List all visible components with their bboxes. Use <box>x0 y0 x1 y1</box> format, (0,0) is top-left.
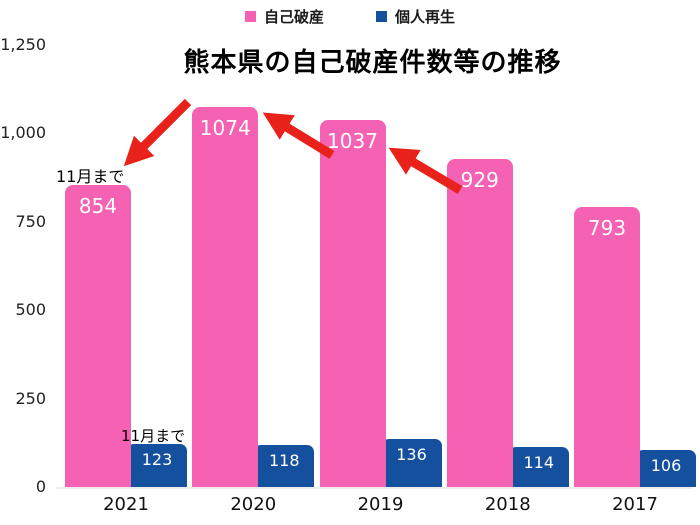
legend-swatch-0 <box>244 11 256 22</box>
x-axis-label-2021: 2021 <box>103 494 149 515</box>
legend-label-jikohasan: 自己破産 <box>263 8 324 26</box>
bar-value-label-jikohasan-2018: 929 <box>460 168 499 192</box>
y-axis-label-500: 500 <box>15 300 46 320</box>
red-arrow-icon-1 <box>123 98 192 167</box>
bar-value-label-jikohasan-2021: 854 <box>78 194 118 218</box>
bar-value-label-kojinsaisei-2020: 118 <box>268 451 300 470</box>
bar-kojinsaisei-2017 <box>636 450 696 487</box>
bar-value-label-kojinsaisei-2021: 123 <box>141 450 173 469</box>
annotation-kojinsaisei-2021: 11月まで <box>121 427 186 445</box>
x-axis-label-2019: 2019 <box>357 494 404 515</box>
bar-value-label-jikohasan-2020: 1074 <box>199 116 251 140</box>
bar-value-label-kojinsaisei-2017: 106 <box>650 456 682 475</box>
x-axis-label-2018: 2018 <box>484 494 531 515</box>
bar-kojinsaisei-2021 <box>127 444 187 487</box>
legend: 自己破産 個人再生 <box>0 6 700 27</box>
annotation-jikohasan-2021: 11月まで <box>56 167 125 186</box>
bar-kojinsaisei-2018 <box>508 447 569 487</box>
bar-kojinsaisei-2020 <box>254 445 315 487</box>
bar-value-label-kojinsaisei-2019: 136 <box>396 445 427 464</box>
bar-jikohasan-2017 <box>574 207 640 487</box>
bar-jikohasan-2020 <box>192 107 259 487</box>
y-axis-label-1000: 1,000 <box>0 123 46 143</box>
x-axis-line <box>56 487 692 489</box>
bar-value-label-jikohasan-2017: 793 <box>587 216 627 240</box>
x-axis-label-2020: 2020 <box>230 494 277 515</box>
x-axis-label-2017: 2017 <box>612 494 658 515</box>
y-axis-label-750: 750 <box>15 211 46 231</box>
legend-item-kojinsaisei: 個人再生 <box>376 6 455 27</box>
y-axis-label-0: 0 <box>35 477 46 496</box>
bar-jikohasan-2018 <box>446 159 513 487</box>
bar-value-label-kojinsaisei-2018: 114 <box>523 453 555 472</box>
bar-jikohasan-2021 <box>65 185 131 487</box>
bar-value-label-jikohasan-2019: 1037 <box>327 129 378 153</box>
legend-label-kojinsaisei: 個人再生 <box>395 8 456 26</box>
legend-swatch-1 <box>376 11 387 22</box>
y-axis-label-250: 250 <box>15 388 46 408</box>
bar-jikohasan-2019 <box>319 120 386 487</box>
page-title: 熊本県の自己破産件数等の推移 <box>183 48 562 78</box>
bar-kojinsaisei-2019 <box>381 439 442 487</box>
legend-item-jikohasan: 自己破産 <box>244 6 324 27</box>
y-axis-label-1250: 1,250 <box>0 35 46 54</box>
